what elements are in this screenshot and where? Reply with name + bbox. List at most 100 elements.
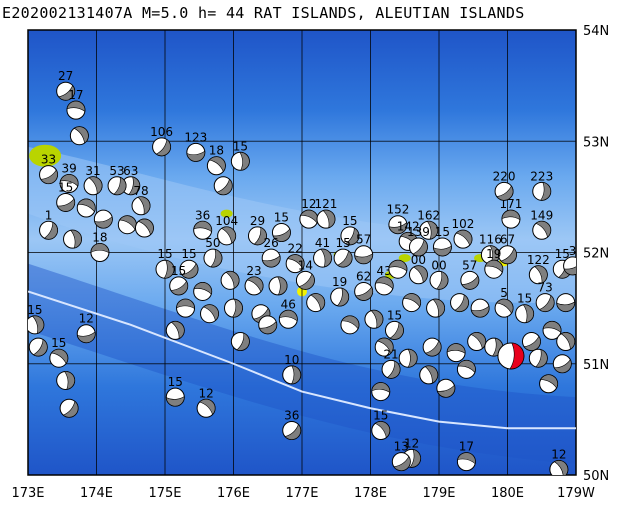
focal-mechanism	[542, 320, 562, 340]
event-depth-label: 15	[58, 180, 73, 194]
island-attu	[29, 144, 62, 167]
focal-mechanism	[165, 320, 185, 340]
latitude-tick-label: 52N	[583, 247, 609, 262]
focal-mechanism	[83, 176, 103, 196]
event-depth-label: 1	[45, 208, 53, 222]
longitude-tick-label: 177E	[285, 486, 318, 501]
event-depth-label: 5	[500, 286, 508, 300]
focal-mechanism	[354, 281, 374, 301]
event-depth-label: 139	[407, 225, 430, 239]
focal-mechanism	[220, 270, 240, 290]
focal-mechanism	[364, 309, 384, 329]
event-depth-label: 121	[315, 197, 338, 211]
focal-mechanism	[28, 315, 45, 335]
longitude-tick-label: 180E	[491, 486, 524, 501]
event-depth-label: 13	[394, 440, 409, 454]
event-depth-label: 31	[85, 164, 100, 178]
event-depth-label: 122	[527, 253, 550, 267]
focal-mechanism	[63, 229, 83, 249]
focal-mechanism	[556, 332, 576, 351]
event-depth-label: 142	[397, 219, 420, 233]
focal-mechanism	[388, 215, 408, 235]
focal-mechanism	[165, 387, 185, 407]
focal-mechanism	[76, 324, 96, 344]
event-depth-label: 223	[530, 169, 553, 183]
event-depth-label: 14	[298, 258, 313, 272]
event-depth-label: 12	[301, 197, 316, 211]
focal-mechanism	[69, 126, 89, 146]
focal-mechanism	[432, 237, 452, 257]
focal-mechanism	[316, 209, 336, 229]
event-depth-label: 62	[356, 269, 371, 283]
event-depth-label: 152	[386, 203, 409, 217]
focal-mechanism	[453, 229, 473, 249]
focal-mechanism	[528, 348, 548, 368]
focal-mechanism	[515, 304, 535, 324]
focal-mechanism	[134, 218, 154, 238]
focal-mechanism	[76, 198, 96, 218]
event-depth-label: 15	[373, 409, 388, 423]
event-depth-label: 36	[284, 409, 299, 423]
focal-mechanism	[282, 365, 302, 385]
focal-mechanism	[268, 276, 288, 296]
focal-mechanism	[340, 226, 360, 246]
focal-mechanism	[419, 220, 439, 240]
focal-mechanism	[186, 142, 206, 162]
event-depth-label: 73	[538, 281, 553, 295]
focal-mechanism	[247, 226, 267, 246]
event-depth-label: 3	[569, 244, 577, 258]
event-depth-label: 15	[342, 214, 357, 228]
focal-mechanism	[456, 359, 476, 379]
focal-mechanism	[371, 421, 391, 440]
focal-mechanism	[528, 265, 548, 285]
focal-mechanism	[532, 181, 552, 201]
event-depth-label: 27	[58, 69, 73, 83]
event-depth-label: 17	[68, 88, 83, 102]
focal-mechanism	[213, 176, 233, 196]
focal-mechanism	[217, 226, 237, 246]
event-depth-label: 220	[493, 169, 516, 183]
event-depth-label: 57	[462, 258, 477, 272]
focal-mechanism	[333, 248, 353, 268]
focal-mechanism	[408, 237, 428, 257]
longitude-tick-label: 175E	[148, 486, 181, 501]
focal-mechanism	[56, 370, 76, 390]
event-depth-label: 67	[500, 233, 515, 247]
focal-mechanism	[179, 259, 199, 279]
event-depth-label: 149	[530, 208, 553, 222]
event-depth-label: 00	[431, 258, 446, 272]
main-event-focal-mechanism	[497, 342, 525, 370]
focal-mechanism	[224, 298, 243, 318]
focal-mechanism	[388, 259, 408, 279]
focal-mechanism	[384, 320, 404, 340]
focal-mechanism	[193, 281, 213, 301]
focal-mechanism	[59, 398, 79, 418]
focal-mechanism	[244, 276, 264, 296]
island-little-sitkin	[398, 254, 411, 263]
event-depth-label: 15	[171, 264, 186, 278]
focal-mechanism	[271, 222, 291, 242]
latitude-tick-label: 50N	[583, 469, 609, 484]
focal-mechanism	[278, 309, 298, 329]
focal-mechanism	[66, 100, 86, 120]
focal-mechanism	[494, 298, 514, 318]
event-depth-label: 15	[233, 139, 248, 153]
focal-mechanism	[422, 337, 442, 357]
focal-mechanism	[521, 332, 541, 351]
longitude-tick-label: 173E	[11, 486, 44, 501]
trench-line	[28, 290, 576, 430]
event-depth-label: 12	[79, 312, 94, 326]
event-depth-label: 18	[209, 144, 224, 158]
focal-mechanism	[381, 359, 401, 379]
event-depth-label: 12	[404, 436, 419, 450]
focal-mechanism	[152, 137, 172, 157]
event-depth-label: 15	[555, 247, 570, 261]
focal-mechanism	[494, 181, 514, 201]
event-depth-label: 102	[452, 217, 475, 231]
focal-mechanism	[49, 348, 69, 368]
event-depth-label: 17	[459, 440, 474, 454]
event-depth-label: 36	[195, 208, 210, 222]
focal-mechanism	[535, 293, 555, 313]
